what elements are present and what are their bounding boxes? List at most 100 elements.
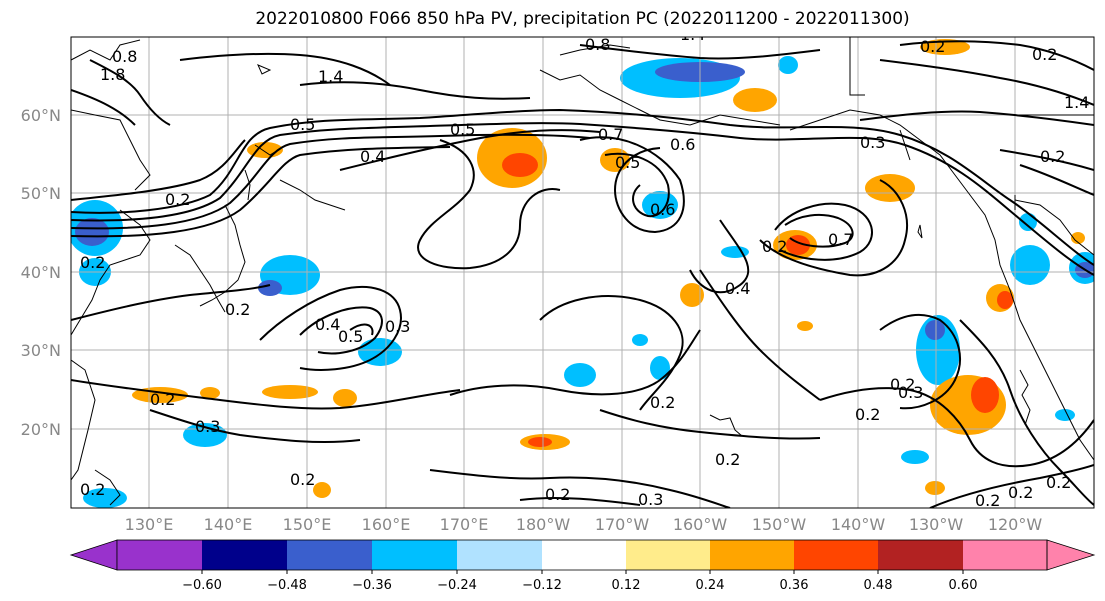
colorbar-segment: [287, 540, 372, 570]
map-title: 2022010800 F066 850 hPa PV, precipitatio…: [255, 9, 910, 29]
contour-label: 0.5: [450, 120, 475, 139]
contour-label: 0.2: [762, 237, 787, 256]
negative-anomaly: [1019, 213, 1037, 231]
colorbar-tick-label: −0.36: [352, 578, 392, 593]
contour-label: 0.2: [715, 450, 740, 469]
coastlines: [71, 37, 1094, 506]
contour-label: 0.2: [975, 491, 1000, 510]
contour-label: 0.3: [195, 417, 220, 436]
negative-anomaly: [778, 56, 798, 74]
contour-label: 0.2: [290, 470, 315, 489]
colorbar-segment: [457, 540, 542, 570]
lon-label: 180°W: [516, 515, 571, 534]
contour-label: 0.2: [165, 190, 190, 209]
lon-label: 130°W: [909, 515, 964, 534]
lon-label: 140°W: [831, 515, 886, 534]
lon-label: 150°E: [283, 515, 332, 534]
negative-anomaly: [721, 246, 749, 258]
contour-label: 1.8: [100, 65, 125, 84]
pv-contours: [71, 40, 1094, 508]
contour-label: 0.2: [80, 253, 105, 272]
positive-anomaly: [797, 321, 813, 331]
positive-anomaly: [528, 437, 552, 447]
colorbar-tick-label: 0.12: [612, 578, 641, 593]
negative-anomaly: [1055, 409, 1075, 421]
contour-label: 0.2: [920, 37, 945, 56]
lon-label: 160°E: [362, 515, 411, 534]
contour-label: 1.4: [1064, 93, 1089, 112]
contour-label: 0.7: [598, 125, 623, 144]
contour-label: 0.5: [290, 115, 315, 134]
contour-labels: 0.8 1.8 1.4 1.4 0.8 0.5 0.4 0.5 0.2 0.7 …: [80, 25, 1089, 510]
lon-label: 170°E: [440, 515, 489, 534]
colorbar-tick-label: −0.60: [182, 578, 222, 593]
colorbar-tick-label: 0.48: [864, 578, 893, 593]
contour-label: 0.2: [150, 390, 175, 409]
positive-anomaly: [971, 377, 999, 413]
colorbar-tick-label: 0.60: [949, 578, 978, 593]
lat-label: 40°N: [21, 263, 61, 282]
contour-label: 0.5: [615, 153, 640, 172]
contour-label: 0.2: [1046, 473, 1071, 492]
positive-anomaly: [502, 153, 538, 177]
colorbar-segment: [794, 540, 878, 570]
lat-label: 60°N: [21, 106, 61, 125]
contour-label: 0.3: [860, 133, 885, 152]
contour-label: 0.2: [650, 393, 675, 412]
colorbar-segment: [202, 540, 287, 570]
lon-label: 120°W: [988, 515, 1043, 534]
positive-anomaly: [1071, 232, 1085, 244]
negative-anomaly: [1010, 245, 1050, 285]
contour-label: 1.4: [680, 25, 705, 44]
contour-label: 0.2: [890, 375, 915, 394]
lon-label: 150°W: [752, 515, 807, 534]
positive-anomaly: [200, 387, 220, 399]
negative-anomaly: [75, 218, 109, 246]
contour-label: 0.3: [385, 317, 410, 336]
contour-label: 0.2: [1008, 483, 1033, 502]
contour-label: 0.5: [338, 327, 363, 346]
colorbar-tick-label: 0.36: [780, 578, 809, 593]
negative-anomaly: [650, 356, 670, 380]
negative-anomaly: [258, 280, 282, 296]
positive-anomaly: [680, 283, 704, 307]
colorbar-ticks: [201, 570, 964, 574]
colorbar-segment: [117, 540, 202, 570]
colorbar: −0.60 −0.48 −0.36 −0.24 −0.12 0.12 0.24 …: [69, 539, 1096, 593]
gridlines: [71, 37, 1094, 508]
latitude-labels: 60°N 50°N 40°N 30°N 20°N: [21, 106, 61, 439]
lon-label: 130°E: [125, 515, 174, 534]
contour-label: 0.2: [80, 480, 105, 499]
lon-label: 140°E: [204, 515, 253, 534]
contour-label: 0.2: [225, 300, 250, 319]
contour-label: 0.8: [585, 35, 610, 54]
colorbar-segment: [878, 540, 963, 570]
colorbar-high-extend: [1046, 539, 1096, 571]
contour-label: 0.6: [650, 200, 675, 219]
negative-anomaly: [632, 334, 648, 346]
colorbar-segment: [710, 540, 794, 570]
lon-label: 160°W: [673, 515, 728, 534]
colorbar-segment: [626, 540, 710, 570]
contour-label: 0.4: [360, 147, 385, 166]
colorbar-tick-label: −0.24: [437, 578, 477, 593]
contour-label: 0.8: [112, 47, 137, 66]
positive-anomaly: [333, 389, 357, 407]
colorbar-segment: [963, 540, 1047, 570]
colorbar-tick-label: −0.48: [267, 578, 307, 593]
positive-anomaly: [733, 88, 777, 112]
positive-anomaly: [925, 481, 945, 495]
negative-anomaly: [901, 450, 929, 464]
positive-anomaly: [262, 385, 318, 399]
negative-anomaly: [564, 363, 596, 387]
lat-label: 50°N: [21, 184, 61, 203]
contour-label: 0.2: [1040, 147, 1065, 166]
positive-anomaly: [997, 291, 1013, 309]
colorbar-segment: [542, 540, 626, 570]
colorbar-tick-label: 0.24: [696, 578, 725, 593]
colorbar-low-extend: [69, 539, 118, 571]
colorbar-segment: [372, 540, 457, 570]
map-frame: [70, 36, 1095, 509]
lat-label: 30°N: [21, 341, 61, 360]
